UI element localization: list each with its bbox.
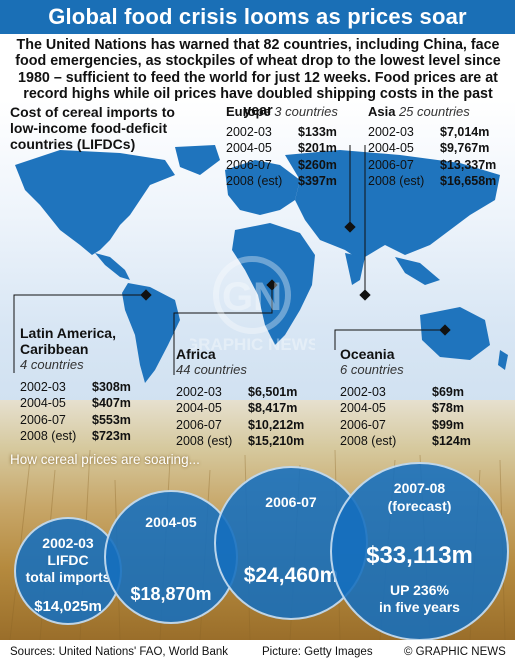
table-row: 2006-07 $553m bbox=[20, 412, 131, 427]
asia-count: 25 countries bbox=[398, 104, 470, 119]
latam-leader-line bbox=[13, 294, 146, 373]
europe-count: 3 countries bbox=[274, 104, 338, 119]
table-row: 2002-03 $6,501m bbox=[176, 385, 298, 400]
greenland-shape bbox=[175, 145, 220, 175]
asia-name: Asia bbox=[368, 104, 396, 119]
africa-table: Africa 44 countries 2002-03 $6,501m 2004-… bbox=[176, 346, 304, 449]
graphic-news-watermark: GN GRAPHIC NEWS bbox=[185, 255, 319, 355]
new-zealand-shape bbox=[498, 350, 508, 370]
oceania-leader-line bbox=[334, 329, 445, 350]
cost-section-title: Cost of cereal imports to low-income foo… bbox=[10, 104, 175, 152]
table-row: 2008 (est) $15,210m bbox=[176, 433, 305, 448]
india-shape bbox=[345, 253, 365, 285]
table-row: 2008 (est) $723m bbox=[20, 428, 131, 443]
table-row: 2004-05 $8,417m bbox=[176, 401, 298, 416]
table-row: 2002-03 $133m bbox=[226, 125, 337, 140]
latam-marker bbox=[140, 289, 152, 301]
asia-shape bbox=[285, 150, 500, 260]
australia-shape bbox=[420, 307, 490, 360]
asia-table: Asia 25 countries 2002-03 $7,014m 2004-05… bbox=[368, 104, 496, 189]
asia-marker bbox=[359, 289, 371, 301]
table-row: 2004-05 $78m bbox=[340, 401, 464, 416]
watermark-logo: GN bbox=[222, 275, 282, 319]
table-row: 2002-03 $308m bbox=[20, 380, 131, 395]
table-row: 2008 (est) $397m bbox=[226, 173, 337, 188]
africa-leader-line bbox=[173, 285, 273, 375]
europe-table: Europe 3 countries 2002-03 $133m 2004-05 $… bbox=[226, 104, 338, 189]
south-america-shape bbox=[122, 283, 180, 383]
latam-name-line2: Caribbean bbox=[20, 341, 89, 357]
copyright-text: © GRAPHIC NEWS bbox=[404, 646, 506, 658]
watermark-text: GRAPHIC NEWS bbox=[190, 335, 315, 354]
table-row: 2002-03 $7,014m bbox=[368, 125, 490, 140]
picture-credit: Picture: Getty Images bbox=[262, 646, 373, 658]
table-row: 2004-05 $407m bbox=[20, 396, 131, 411]
table-row: 2004-05 $201m bbox=[226, 141, 337, 156]
soaring-label: How cereal prices are soaring... bbox=[10, 452, 200, 467]
central-america-shape bbox=[95, 253, 130, 280]
north-america-shape bbox=[15, 150, 175, 255]
bubble-2002-03: 2002-03 LIFDC total imports $14,025m bbox=[14, 517, 122, 625]
africa-marker bbox=[266, 279, 278, 291]
table-row: 2008 (est) $16,658m bbox=[368, 173, 497, 188]
world-map bbox=[13, 145, 508, 383]
latam-count: 4 countries bbox=[20, 357, 84, 372]
oceania-table: Oceania 6 countries 2002-03 $69m 2004-05 $… bbox=[340, 346, 471, 449]
se-asia-shape bbox=[395, 257, 440, 285]
latam-table: Latin America, Caribbean 4 countries 200… bbox=[20, 325, 131, 444]
africa-name: Africa bbox=[176, 346, 216, 362]
oceania-marker bbox=[439, 324, 451, 336]
table-row: 2006-07 $13,337m bbox=[368, 157, 497, 172]
table-row: 2006-07 $10,212m bbox=[176, 417, 305, 432]
intro-text: The United Nations has warned that 82 co… bbox=[15, 37, 501, 119]
latam-name-line1: Latin America, bbox=[20, 325, 116, 341]
footer: Sources: United Nations' FAO, World Bank… bbox=[0, 640, 515, 665]
oceania-count: 6 countries bbox=[340, 362, 404, 377]
sources-text: Sources: United Nations' FAO, World Bank bbox=[10, 646, 229, 658]
europe-name: Europe bbox=[226, 104, 271, 119]
bubble-2007-08: 2007-08 (forecast) $33,113m UP 236% in f… bbox=[330, 462, 509, 641]
table-row: 2006-07 $260m bbox=[226, 157, 337, 172]
table-row: 2008 (est) $124m bbox=[340, 433, 471, 448]
table-row: 2006-07 $99m bbox=[340, 417, 464, 432]
europe-shape bbox=[225, 160, 300, 215]
table-row: 2004-05 $9,767m bbox=[368, 141, 490, 156]
table-row: 2002-03 $69m bbox=[340, 385, 464, 400]
page-title: Global food crisis looms as prices soar bbox=[0, 0, 515, 34]
africa-count: 44 countries bbox=[176, 362, 247, 377]
oceania-name: Oceania bbox=[340, 346, 395, 362]
